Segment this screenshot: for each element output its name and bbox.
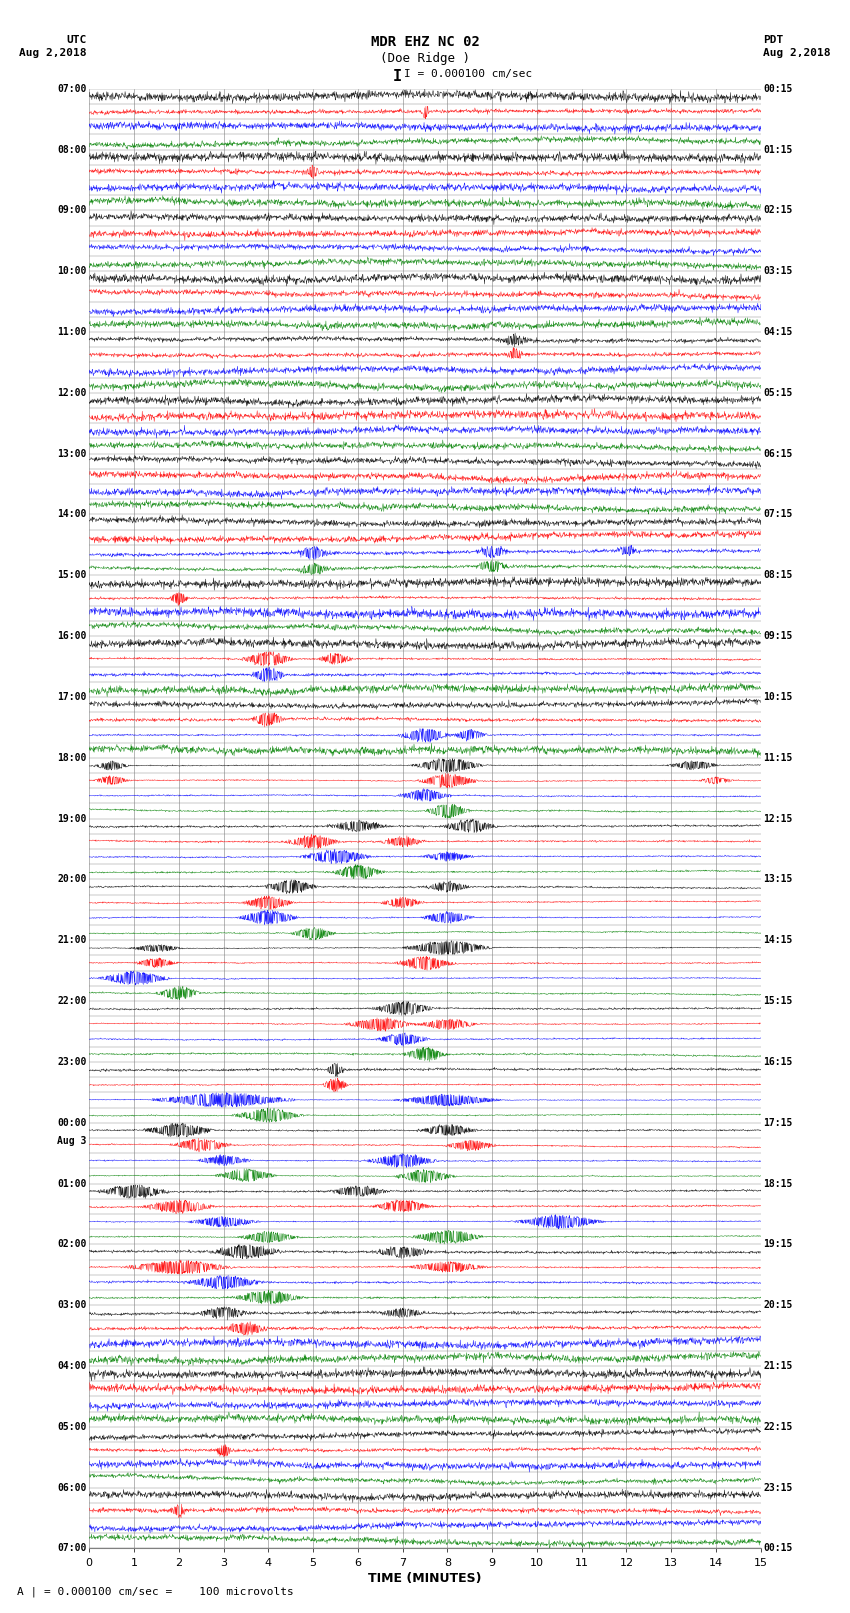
Text: 03:15: 03:15 — [763, 266, 793, 276]
Text: 11:00: 11:00 — [57, 327, 87, 337]
Text: 09:15: 09:15 — [763, 631, 793, 640]
Text: I = 0.000100 cm/sec: I = 0.000100 cm/sec — [404, 69, 532, 79]
Text: 13:15: 13:15 — [763, 874, 793, 884]
Text: 01:00: 01:00 — [57, 1179, 87, 1189]
Text: 05:00: 05:00 — [57, 1421, 87, 1432]
Text: 06:15: 06:15 — [763, 448, 793, 458]
Text: 17:15: 17:15 — [763, 1118, 793, 1127]
Text: 10:15: 10:15 — [763, 692, 793, 702]
Text: 16:15: 16:15 — [763, 1057, 793, 1066]
Text: 07:00: 07:00 — [57, 84, 87, 94]
Text: 20:00: 20:00 — [57, 874, 87, 884]
Text: 07:15: 07:15 — [763, 510, 793, 519]
Text: (Doe Ridge ): (Doe Ridge ) — [380, 52, 470, 65]
Text: 21:15: 21:15 — [763, 1361, 793, 1371]
Text: UTC: UTC — [66, 35, 87, 45]
Text: 14:15: 14:15 — [763, 936, 793, 945]
Text: 04:15: 04:15 — [763, 327, 793, 337]
Text: 02:15: 02:15 — [763, 205, 793, 216]
Text: 09:00: 09:00 — [57, 205, 87, 216]
Text: 04:00: 04:00 — [57, 1361, 87, 1371]
Text: 07:00: 07:00 — [57, 1544, 87, 1553]
Text: 12:00: 12:00 — [57, 387, 87, 398]
Text: Aug 3: Aug 3 — [57, 1136, 87, 1145]
Text: 21:00: 21:00 — [57, 936, 87, 945]
Text: Aug 2,2018: Aug 2,2018 — [20, 48, 87, 58]
Text: 01:15: 01:15 — [763, 145, 793, 155]
Text: 12:15: 12:15 — [763, 813, 793, 824]
Text: 10:00: 10:00 — [57, 266, 87, 276]
Text: 18:15: 18:15 — [763, 1179, 793, 1189]
Text: 00:15: 00:15 — [763, 1544, 793, 1553]
Text: 08:00: 08:00 — [57, 145, 87, 155]
Text: 17:00: 17:00 — [57, 692, 87, 702]
Text: 23:00: 23:00 — [57, 1057, 87, 1066]
Text: 06:00: 06:00 — [57, 1482, 87, 1492]
Text: 19:00: 19:00 — [57, 813, 87, 824]
Text: I: I — [393, 69, 401, 84]
Text: 05:15: 05:15 — [763, 387, 793, 398]
Text: 22:15: 22:15 — [763, 1421, 793, 1432]
Text: 08:15: 08:15 — [763, 571, 793, 581]
Text: 00:15: 00:15 — [763, 84, 793, 94]
X-axis label: TIME (MINUTES): TIME (MINUTES) — [368, 1571, 482, 1584]
Text: 13:00: 13:00 — [57, 448, 87, 458]
Text: 19:15: 19:15 — [763, 1239, 793, 1250]
Text: MDR EHZ NC 02: MDR EHZ NC 02 — [371, 35, 479, 50]
Text: Aug 2,2018: Aug 2,2018 — [763, 48, 830, 58]
Text: 15:00: 15:00 — [57, 571, 87, 581]
Text: 20:15: 20:15 — [763, 1300, 793, 1310]
Text: A | = 0.000100 cm/sec =    100 microvolts: A | = 0.000100 cm/sec = 100 microvolts — [17, 1586, 294, 1597]
Text: 11:15: 11:15 — [763, 753, 793, 763]
Text: 02:00: 02:00 — [57, 1239, 87, 1250]
Text: 14:00: 14:00 — [57, 510, 87, 519]
Text: 03:00: 03:00 — [57, 1300, 87, 1310]
Text: 15:15: 15:15 — [763, 997, 793, 1007]
Text: 23:15: 23:15 — [763, 1482, 793, 1492]
Text: 22:00: 22:00 — [57, 997, 87, 1007]
Text: 18:00: 18:00 — [57, 753, 87, 763]
Text: 16:00: 16:00 — [57, 631, 87, 640]
Text: 00:00: 00:00 — [57, 1118, 87, 1127]
Text: PDT: PDT — [763, 35, 784, 45]
